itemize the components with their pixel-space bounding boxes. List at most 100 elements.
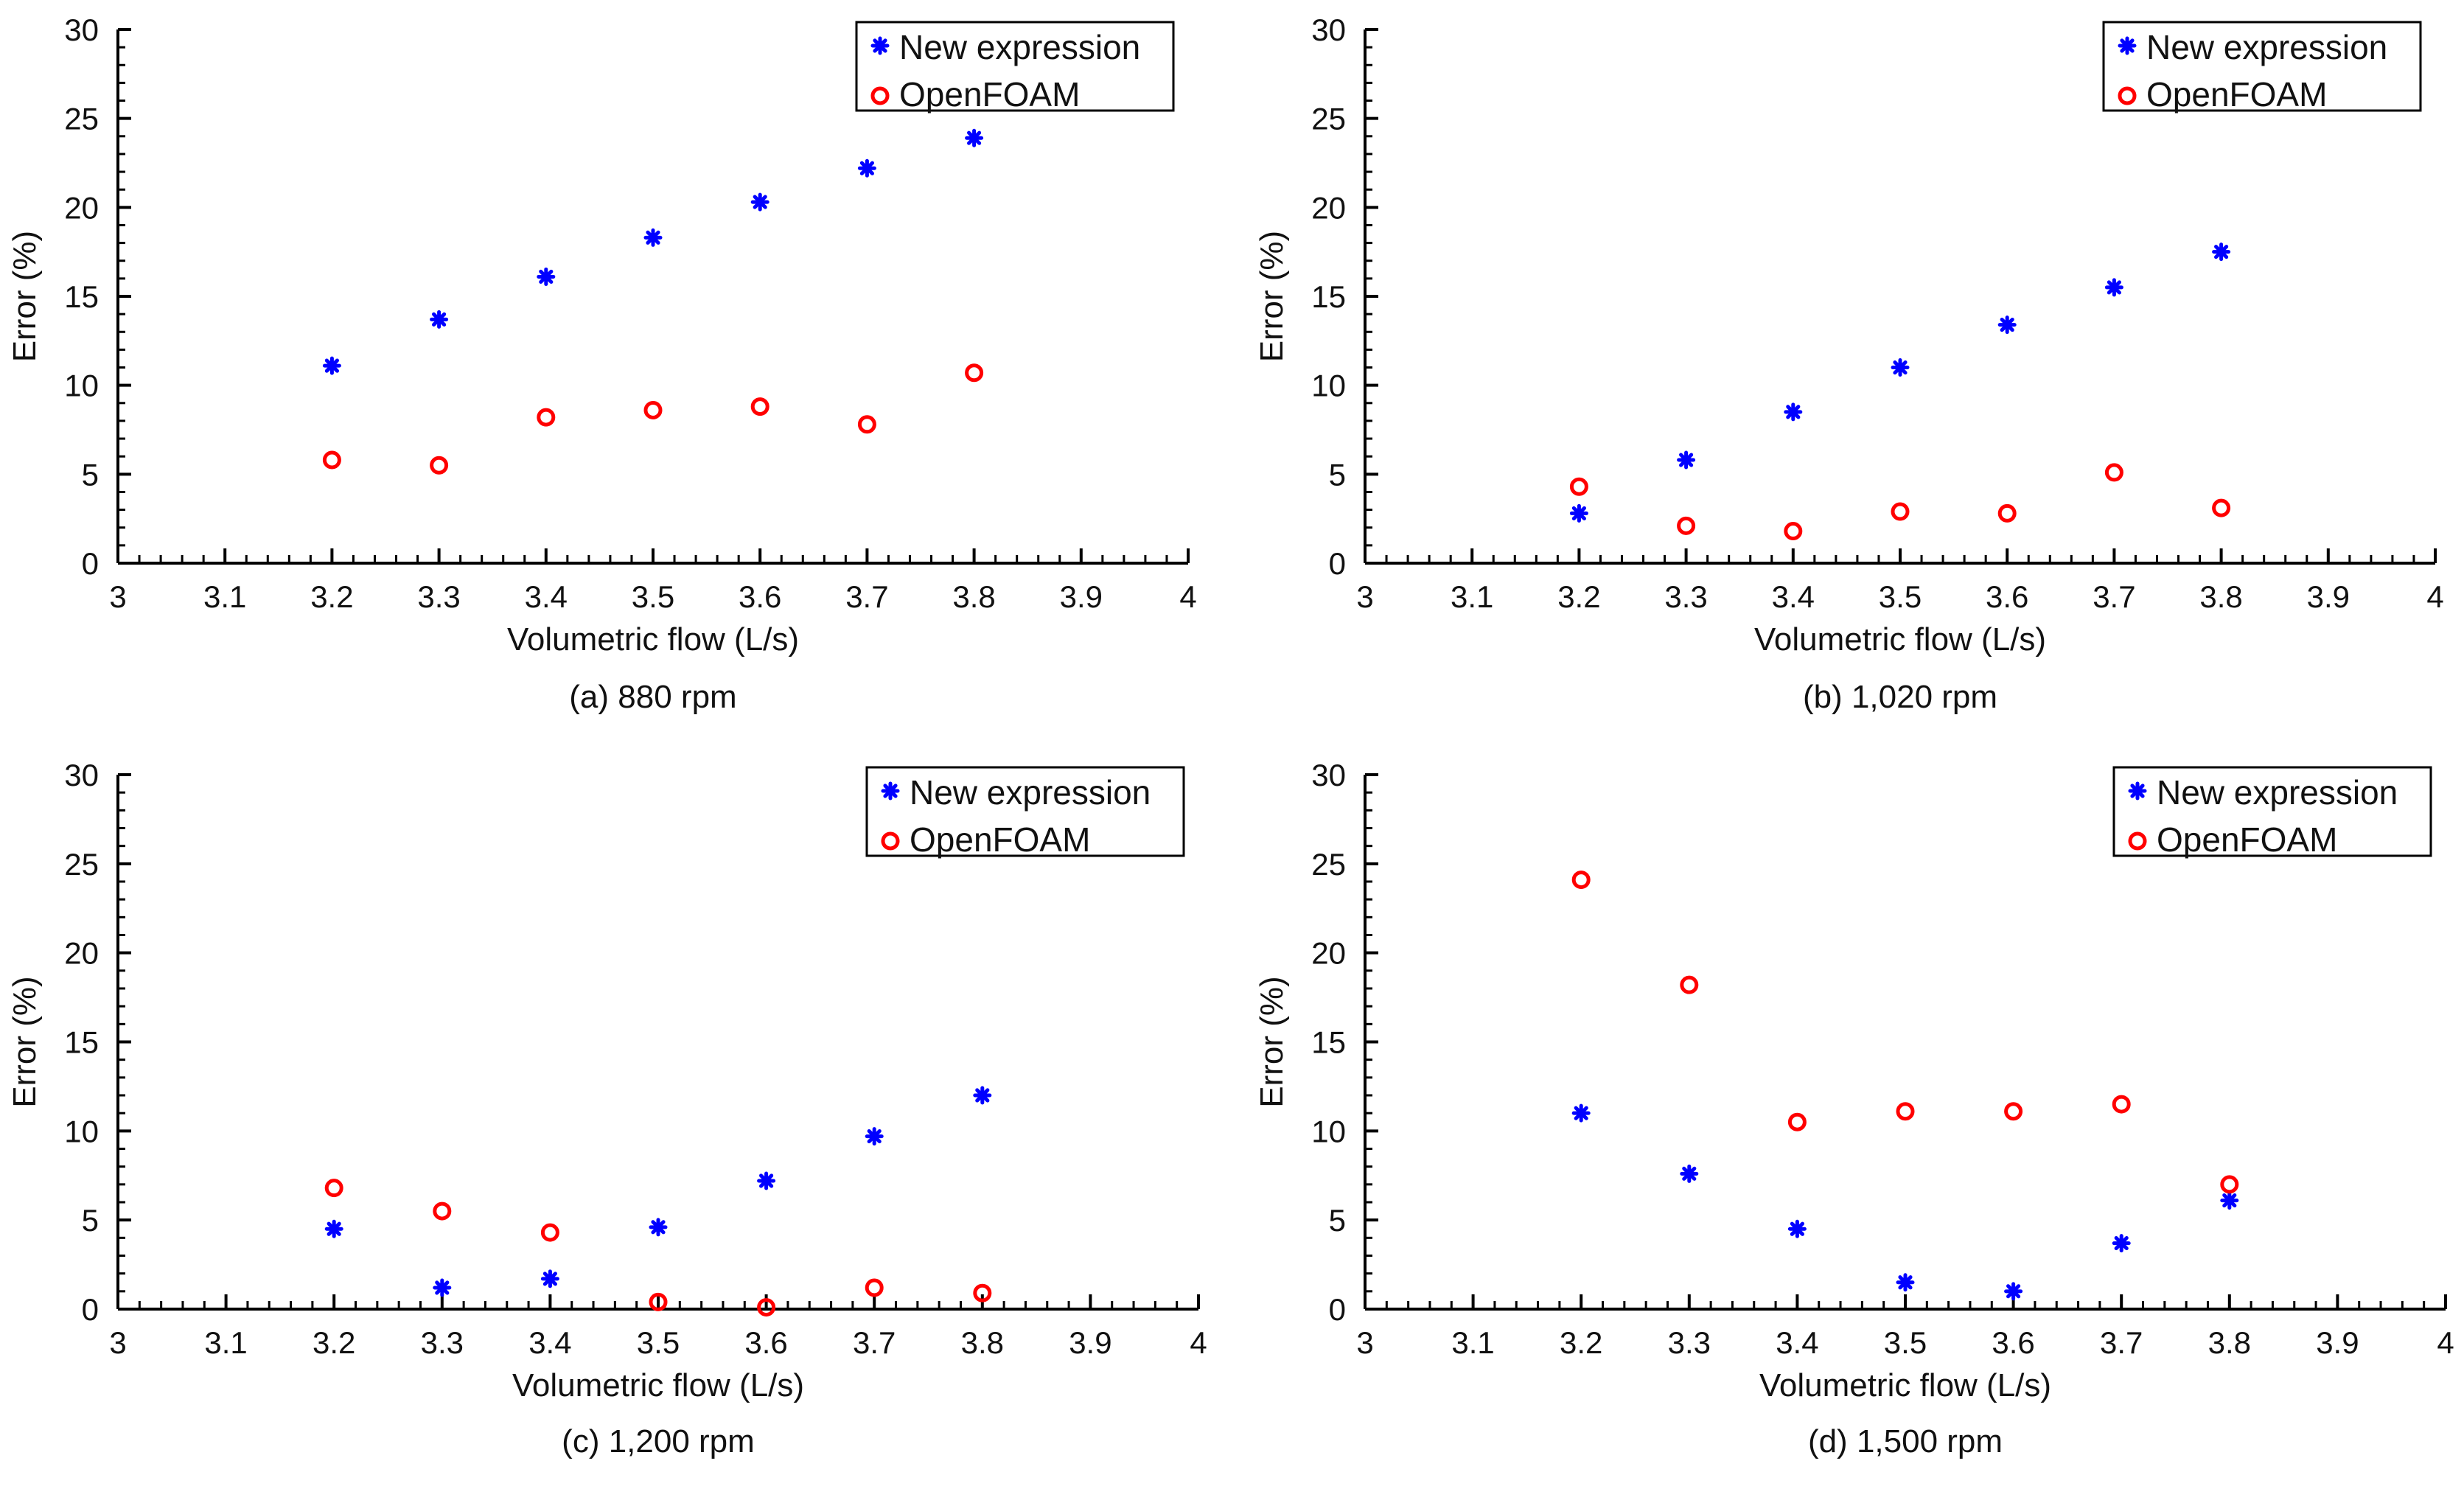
x-tick-label: 3.5 [632, 579, 674, 614]
new-expression-point [857, 158, 876, 178]
y-tick-label: 25 [1311, 102, 1346, 136]
new-expression-point [1571, 1103, 1591, 1123]
x-tick-label: 3.6 [739, 579, 781, 614]
x-tick-label: 3.7 [2093, 579, 2135, 614]
openfoam-point [857, 415, 876, 434]
x-tick-label: 4 [2437, 1325, 2454, 1360]
openfoam-point [750, 397, 769, 416]
x-tick-label: 3.9 [1069, 1325, 1111, 1360]
openfoam-point [324, 1179, 343, 1198]
new-expression-point [2112, 1234, 2131, 1253]
x-tick-label: 3.2 [1560, 1325, 1602, 1360]
y-tick-label: 20 [1311, 190, 1346, 225]
new-expression-point [1680, 1164, 1699, 1183]
openfoam-point [433, 1201, 452, 1221]
legend-asterisk-marker [2128, 781, 2147, 800]
x-tick-label: 3.4 [528, 1325, 571, 1360]
y-tick-label: 10 [64, 369, 99, 403]
y-axis-label: Error (%) [7, 976, 43, 1107]
x-axis-label: Volumetric flow (L/s) [1759, 1367, 2051, 1403]
x-tick-label: 3.8 [952, 579, 995, 614]
new-expression-point [430, 310, 449, 329]
y-tick-label: 5 [82, 1203, 99, 1238]
x-tick-label: 3.4 [525, 579, 568, 614]
y-tick-label: 5 [1329, 457, 1346, 492]
panel-caption: (b) 1,020 rpm [1803, 679, 1997, 715]
new-expression-point [2220, 1191, 2239, 1210]
y-tick-label: 10 [1311, 369, 1346, 403]
legend-entry-label: OpenFOAM [2146, 75, 2327, 114]
x-tick-label: 3.8 [2208, 1325, 2251, 1360]
new-expression-point [324, 1219, 343, 1238]
y-tick-label: 0 [82, 546, 99, 581]
x-tick-label: 3.1 [203, 579, 246, 614]
openfoam-point [1787, 1112, 1807, 1131]
x-tick-label: 3.6 [1986, 579, 2028, 614]
x-tick-label: 3.7 [845, 579, 888, 614]
x-tick-label: 3.1 [1451, 579, 1493, 614]
openfoam-point [973, 1283, 992, 1302]
x-tick-label: 3.3 [1668, 1325, 1711, 1360]
x-tick-label: 3 [1356, 1325, 1373, 1360]
panel-caption: (a) 880 rpm [569, 679, 736, 715]
openfoam-point [965, 363, 984, 383]
openfoam-point [2212, 498, 2231, 517]
x-axis-label: Volumetric flow (L/s) [507, 621, 799, 657]
y-tick-label: 20 [64, 936, 99, 971]
y-tick-label: 0 [82, 1292, 99, 1327]
x-tick-label: 4 [1179, 579, 1196, 614]
y-tick-label: 15 [1311, 1025, 1346, 1060]
openfoam-point [2104, 463, 2123, 482]
openfoam-point [865, 1278, 884, 1297]
x-tick-label: 3 [109, 579, 126, 614]
x-tick-label: 3.9 [1060, 579, 1103, 614]
legend-box [865, 766, 1185, 857]
legend-box [855, 21, 1175, 112]
y-tick-label: 0 [1329, 546, 1346, 581]
legend-asterisk-marker [2118, 36, 2137, 55]
new-expression-point [2104, 278, 2123, 297]
openfoam-point [643, 400, 663, 419]
x-axis-label: Volumetric flow (L/s) [1754, 621, 2046, 657]
openfoam-point [430, 456, 449, 475]
legend-box [2112, 766, 2432, 857]
legend-entry-label: New expression [899, 28, 1140, 66]
new-expression-point [643, 228, 663, 247]
new-expression-point [1784, 402, 1803, 422]
x-tick-label: 3.5 [1879, 579, 1922, 614]
new-expression-point [537, 267, 556, 286]
panel-caption: (c) 1,200 rpm [562, 1423, 755, 1459]
y-tick-label: 15 [64, 279, 99, 314]
openfoam-point [1896, 1102, 1915, 1121]
legend-entry-label: New expression [910, 773, 1151, 812]
legend-asterisk-marker [870, 36, 890, 55]
openfoam-point [1680, 975, 1699, 994]
y-tick-label: 20 [1311, 936, 1346, 971]
x-tick-label: 3.7 [853, 1325, 896, 1360]
legend-circle-marker [881, 831, 900, 851]
x-tick-label: 3.5 [1884, 1325, 1927, 1360]
legend-entry-label: OpenFOAM [910, 820, 1090, 859]
x-tick-label: 3.3 [1664, 579, 1707, 614]
chart-panel-d: 0 5 10 15 20 25 30 3 3.1 3.2 3.3 3.4 3.5 3.6 3.7 3.8 3.9… [1254, 758, 2454, 1459]
legend: New expression OpenFOAM [865, 766, 1185, 859]
x-tick-label: 3.8 [2199, 579, 2242, 614]
x-tick-label: 3.4 [1772, 579, 1815, 614]
openfoam-point [1997, 503, 2017, 523]
legend-box [2102, 21, 2422, 112]
x-tick-label: 3.9 [2316, 1325, 2359, 1360]
new-expression-point [433, 1278, 452, 1297]
new-expression-point [649, 1218, 668, 1237]
x-tick-label: 3.7 [2100, 1325, 2143, 1360]
legend: New expression OpenFOAM [2112, 766, 2432, 859]
legend-entry-label: New expression [2157, 773, 2398, 812]
legend-asterisk-marker [881, 781, 900, 800]
y-tick-label: 30 [64, 758, 99, 792]
openfoam-point [2112, 1095, 2131, 1114]
new-expression-point [865, 1127, 884, 1146]
x-tick-label: 3 [1356, 579, 1373, 614]
legend-circle-marker [870, 86, 890, 105]
x-tick-label: 3.1 [204, 1325, 247, 1360]
y-tick-label: 0 [1329, 1292, 1346, 1327]
x-axis-label: Volumetric flow (L/s) [512, 1367, 804, 1403]
